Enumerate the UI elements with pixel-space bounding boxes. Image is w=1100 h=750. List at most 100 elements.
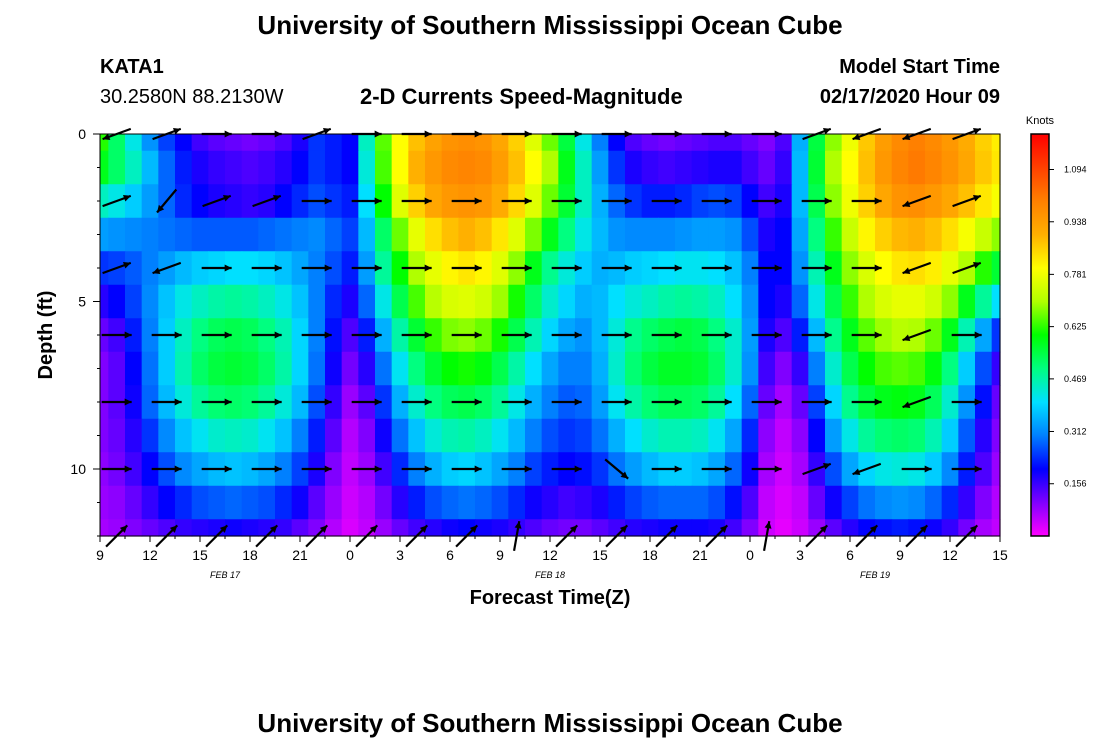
- heatmap-cell: [775, 150, 793, 185]
- heatmap-cell: [525, 284, 543, 319]
- current-vector-arrow: [952, 194, 982, 208]
- arrow-head: [374, 264, 382, 272]
- heatmap-cell: [108, 217, 126, 252]
- heatmap-cell: [841, 452, 859, 487]
- heatmap-cell: [491, 284, 509, 319]
- heatmap-cell: [941, 351, 959, 386]
- heatmap-cell: [241, 452, 259, 487]
- heatmap-cell: [441, 217, 459, 252]
- arrow-head: [774, 331, 782, 339]
- heatmap-cell: [158, 217, 176, 252]
- heatmap-cell: [141, 385, 159, 420]
- current-vector-arrow: [701, 197, 732, 205]
- heatmap-cell: [391, 485, 409, 520]
- arrow-head: [157, 204, 165, 213]
- heatmap-cell: [275, 184, 293, 219]
- heatmap-cell: [425, 485, 443, 520]
- heatmap-cell: [841, 385, 859, 420]
- heatmap-cell: [558, 217, 576, 252]
- heatmap-cell: [458, 351, 476, 386]
- current-vector-arrow: [951, 465, 982, 473]
- heatmap-cell: [891, 150, 909, 185]
- heatmap-cell: [975, 318, 993, 353]
- arrow-head: [902, 200, 911, 208]
- heatmap-cell: [575, 418, 593, 453]
- heatmap-cell: [541, 184, 559, 219]
- current-vector-arrow: [401, 197, 432, 205]
- heatmap-cell: [991, 284, 1001, 319]
- heatmap-cell: [258, 351, 276, 386]
- page-title-top: University of Southern Mississippi Ocean…: [257, 10, 843, 40]
- x-tick-label: 9: [496, 547, 504, 563]
- arrow-head: [822, 462, 831, 470]
- arrow-head: [624, 398, 632, 406]
- heatmap-cell: [541, 284, 559, 319]
- heatmap-cell: [741, 184, 759, 219]
- heatmap-cell: [608, 485, 626, 520]
- heatmap-cell: [841, 251, 859, 286]
- x-axis-title: Forecast Time(Z): [470, 587, 631, 609]
- heatmap-cell: [141, 452, 159, 487]
- current-vector-arrow: [901, 465, 932, 473]
- arrow-head: [674, 398, 682, 406]
- arrow-head: [919, 525, 928, 533]
- heatmap-cell: [758, 418, 776, 453]
- heatmap-cell: [758, 150, 776, 185]
- heatmap-cell: [458, 284, 476, 319]
- heatmap-cell: [425, 318, 443, 353]
- heatmap-cell: [341, 318, 359, 353]
- heatmap-cell: [825, 217, 843, 252]
- heatmap-cell: [725, 134, 743, 152]
- heatmap-cell: [358, 418, 376, 453]
- heatmap-cell: [825, 385, 843, 420]
- arrow-head: [224, 264, 232, 272]
- arrow-head: [319, 525, 328, 533]
- heatmap-cell: [808, 351, 826, 386]
- heatmap-cell: [825, 351, 843, 386]
- heatmap-cell: [541, 418, 559, 453]
- current-vector-arrow: [601, 264, 632, 272]
- heatmap-cell: [541, 485, 559, 520]
- heatmap-cell: [325, 485, 343, 520]
- colorbar-tick-label: 0.156: [1064, 479, 1087, 489]
- y-tick-label: 5: [78, 294, 86, 310]
- heatmap-cell: [591, 134, 609, 152]
- heatmap-cell: [658, 284, 676, 319]
- heatmap-cell: [125, 318, 143, 353]
- heatmap-cell: [975, 385, 993, 420]
- heatmap-cell: [991, 418, 1001, 453]
- heatmap-cell: [425, 385, 443, 420]
- heatmap-cell: [258, 134, 276, 152]
- arrow-head: [774, 465, 782, 473]
- arrow-head: [269, 525, 278, 533]
- heatmap-cell: [175, 485, 193, 520]
- heatmap-cell: [225, 284, 243, 319]
- heatmap-cell: [875, 418, 893, 453]
- heatmap-cell: [825, 485, 843, 520]
- heatmap-cell: [591, 318, 609, 353]
- current-vector-arrow: [501, 465, 532, 473]
- heatmap-cell: [741, 485, 759, 520]
- current-vector-arrow: [852, 462, 882, 476]
- heatmap-cell: [808, 485, 826, 520]
- heatmap-cell: [491, 385, 509, 420]
- current-vector-arrow: [201, 331, 232, 339]
- heatmap-cell: [675, 418, 693, 453]
- heatmap-cell: [225, 385, 243, 420]
- heatmap-cell: [925, 217, 943, 252]
- heatmap-cell: [591, 217, 609, 252]
- heatmap-cell: [775, 418, 793, 453]
- heatmap-cell: [175, 217, 193, 252]
- current-vector-arrow: [601, 331, 632, 339]
- heatmap-cell: [891, 318, 909, 353]
- arrow-head: [574, 398, 582, 406]
- current-vector-arrow: [501, 331, 532, 339]
- heatmap-cell: [408, 418, 426, 453]
- heatmap-cell: [908, 485, 926, 520]
- heatmap-cell: [541, 385, 559, 420]
- current-vector-arrow: [501, 264, 532, 272]
- current-vector-arrow: [151, 398, 182, 406]
- heatmap-cell: [991, 251, 1001, 286]
- heatmap-cell: [991, 217, 1001, 252]
- heatmap-cell: [291, 184, 309, 219]
